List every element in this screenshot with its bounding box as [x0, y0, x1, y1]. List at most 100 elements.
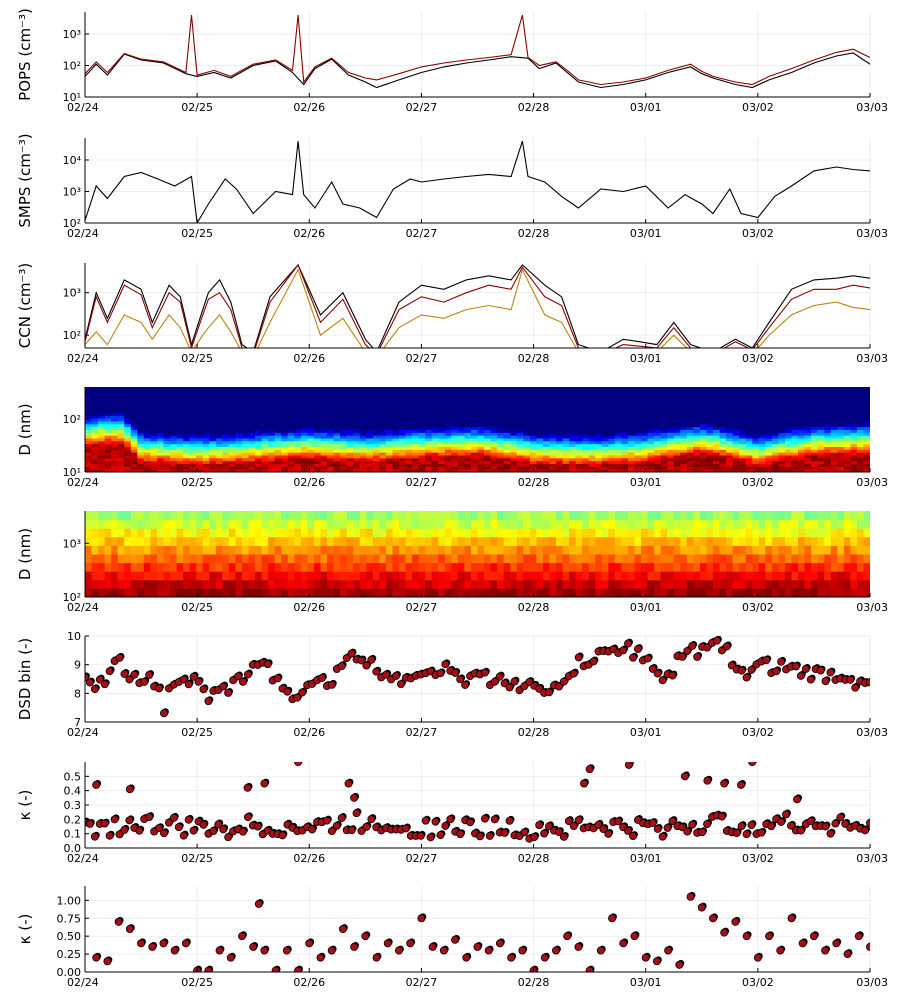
heatmap-cell — [778, 571, 786, 581]
heatmap-cell — [732, 571, 740, 581]
heatmap-cell — [98, 387, 106, 391]
heatmap-cell — [523, 571, 531, 581]
heatmap-cell — [202, 545, 210, 555]
heatmap-cell — [575, 536, 583, 546]
heatmap-cell — [425, 429, 433, 433]
heatmap-cell — [156, 449, 164, 453]
heatmap-cell — [222, 571, 230, 581]
heatmap-cell — [385, 460, 393, 464]
heatmap-cell — [189, 519, 197, 529]
heatmap-cell — [215, 423, 223, 428]
heatmap-cell — [660, 421, 668, 425]
heatmap-cell — [503, 460, 511, 464]
heatmap-cell — [170, 404, 178, 408]
heatmap-cell — [196, 395, 204, 399]
heatmap-cell — [778, 588, 786, 597]
heatmap-cell — [713, 401, 721, 405]
heatmap-cell — [248, 536, 256, 546]
heatmap-cell — [856, 415, 864, 419]
heatmap-cell — [85, 401, 93, 405]
heatmap-cell — [641, 528, 649, 538]
x-tick-label: 02/28 — [518, 476, 550, 489]
heatmap-cell — [778, 435, 786, 439]
heatmap-cell — [601, 395, 609, 399]
heatmap-cell — [451, 579, 459, 589]
heatmap-cell — [830, 395, 838, 399]
heatmap-cell — [183, 429, 191, 433]
heatmap-cell — [418, 398, 426, 402]
heatmap-cell — [438, 545, 446, 555]
heatmap-cell — [346, 432, 354, 436]
heatmap-cell — [641, 466, 649, 470]
heatmap-cell — [739, 443, 747, 447]
heatmap-cell — [300, 554, 308, 564]
heatmap-cell — [693, 412, 701, 416]
heatmap-cell — [706, 406, 714, 411]
heatmap-cell — [405, 562, 413, 572]
heatmap-cell — [111, 406, 119, 411]
heatmap-cell — [706, 438, 714, 442]
heatmap-cell — [804, 423, 812, 428]
heatmap-cell — [268, 401, 276, 405]
heatmap-cell — [353, 415, 361, 419]
heatmap-cell — [464, 392, 472, 396]
heatmap-cell — [660, 392, 668, 396]
heatmap-cell — [444, 562, 452, 572]
heatmap-cell — [418, 449, 426, 453]
heatmap-cell — [196, 423, 204, 428]
heatmap-cell — [242, 536, 250, 546]
heatmap-cell — [726, 554, 734, 564]
heatmap-cell — [582, 406, 590, 411]
heatmap-cell — [202, 438, 210, 442]
heatmap-cell — [713, 528, 721, 538]
heatmap-cell — [830, 392, 838, 396]
heatmap-cell — [346, 395, 354, 399]
heatmap-cell — [588, 452, 596, 456]
heatmap-cell — [412, 536, 420, 546]
heatmap-cell — [778, 443, 786, 447]
heatmap-cell — [255, 446, 263, 450]
heatmap-cell — [837, 423, 845, 428]
heatmap-cell — [503, 446, 511, 450]
heatmap-cell — [588, 440, 596, 445]
heatmap-cell — [497, 571, 505, 581]
heatmap-cell — [425, 432, 433, 436]
heatmap-cell — [654, 519, 662, 529]
heatmap-cell — [202, 418, 210, 422]
heatmap-cell — [111, 463, 119, 467]
heatmap-cell — [510, 457, 518, 462]
heatmap-cell — [811, 440, 819, 445]
heatmap-cell — [85, 466, 93, 470]
heatmap-cell — [353, 426, 361, 430]
heatmap-cell — [811, 579, 819, 589]
heatmap-cell — [274, 536, 282, 546]
heatmap-cell — [621, 429, 629, 433]
heatmap-cell — [222, 455, 230, 459]
heatmap-cell — [228, 571, 236, 581]
heatmap-cell — [850, 440, 858, 445]
heatmap-cell — [699, 423, 707, 428]
heatmap-cell — [143, 466, 151, 470]
scatter-point — [95, 675, 104, 684]
heatmap-cell — [124, 452, 132, 456]
heatmap-cell — [516, 579, 524, 589]
heatmap-cell — [588, 432, 596, 436]
heatmap-cell — [569, 440, 577, 445]
heatmap-cell — [856, 395, 864, 399]
heatmap-cell — [601, 423, 609, 428]
heatmap-cell — [418, 588, 426, 597]
heatmap-cell — [863, 528, 870, 538]
heatmap-cell — [425, 395, 433, 399]
heatmap-cell — [215, 389, 223, 394]
heatmap-cell — [189, 435, 197, 439]
heatmap-cell — [287, 426, 295, 430]
heatmap-cell — [353, 571, 361, 581]
heatmap-cell — [699, 571, 707, 581]
heatmap-cell — [699, 395, 707, 399]
heatmap-cell — [516, 387, 524, 391]
heatmap-cell — [621, 395, 629, 399]
heatmap-cell — [196, 571, 204, 581]
heatmap-cell — [150, 466, 158, 470]
heatmap-cell — [647, 571, 655, 581]
heatmap-cell — [470, 588, 478, 597]
